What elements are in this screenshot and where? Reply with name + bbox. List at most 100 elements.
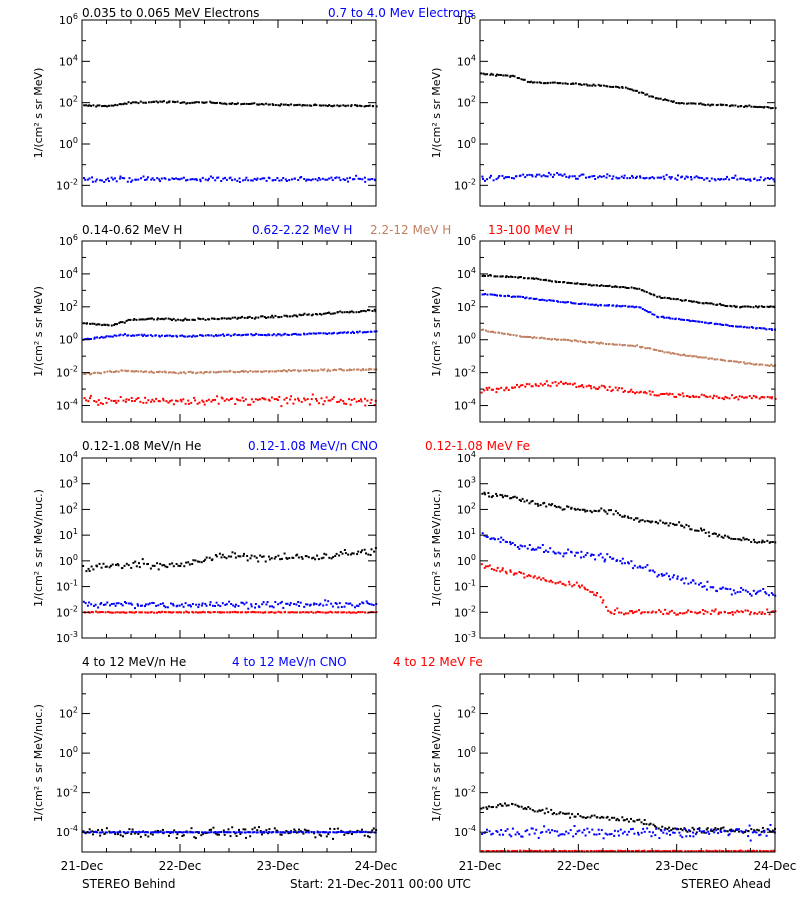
data-point	[488, 495, 491, 498]
data-point	[109, 335, 112, 338]
data-point	[692, 102, 695, 105]
data-point	[676, 298, 679, 301]
data-point	[734, 538, 737, 540]
data-point	[595, 387, 598, 390]
data-point	[254, 370, 257, 373]
data-point	[168, 563, 171, 566]
data-point	[502, 496, 504, 499]
data-point	[771, 329, 774, 331]
data-point	[657, 573, 660, 576]
data-point	[688, 829, 691, 832]
data-point	[596, 592, 599, 594]
data-point	[716, 590, 718, 593]
data-point	[237, 605, 240, 607]
data-point	[349, 310, 352, 313]
data-point	[753, 850, 756, 852]
data-point	[275, 398, 278, 401]
data-point	[83, 373, 86, 376]
data-point	[302, 369, 305, 372]
data-point	[539, 546, 542, 549]
data-point	[597, 554, 600, 557]
data-point	[487, 850, 490, 852]
data-point	[708, 535, 711, 538]
data-point	[258, 103, 261, 106]
data-point	[482, 274, 485, 277]
data-point	[598, 833, 601, 835]
data-point	[279, 833, 282, 836]
data-point	[739, 177, 742, 180]
data-point	[318, 833, 321, 836]
data-point	[748, 395, 751, 398]
data-point	[715, 395, 718, 398]
data-point	[506, 495, 509, 498]
data-point	[700, 529, 703, 532]
data-point	[293, 828, 296, 831]
data-point	[741, 305, 744, 308]
data-point	[99, 179, 102, 182]
data-point	[157, 371, 160, 374]
data-point	[523, 500, 526, 503]
data-point	[650, 95, 653, 98]
data-point	[268, 399, 271, 402]
data-point	[557, 82, 560, 85]
data-point	[549, 547, 552, 550]
y-tick-label: 10-2	[56, 604, 78, 619]
data-point	[501, 275, 504, 278]
data-point	[121, 604, 124, 607]
data-point	[314, 836, 317, 839]
data-point	[188, 611, 190, 614]
data-point	[209, 601, 212, 604]
data-point	[736, 591, 739, 594]
data-point	[196, 560, 199, 563]
data-point	[282, 103, 285, 106]
data-point	[130, 397, 133, 399]
data-point	[253, 334, 256, 336]
data-point	[351, 330, 354, 333]
data-point	[649, 521, 652, 524]
data-point	[495, 830, 498, 832]
data-point	[105, 335, 108, 338]
data-point	[540, 175, 543, 178]
data-point	[520, 805, 523, 808]
data-point	[735, 325, 737, 328]
data-point	[755, 591, 758, 594]
data-point	[299, 611, 302, 614]
data-point	[522, 572, 525, 575]
data-point	[178, 611, 181, 614]
data-point	[161, 317, 164, 320]
data-point	[489, 538, 492, 540]
data-point	[755, 305, 757, 308]
data-point	[370, 548, 373, 551]
data-point	[734, 174, 737, 177]
data-point	[257, 316, 260, 319]
data-point	[108, 611, 111, 614]
data-point	[267, 832, 270, 835]
data-point	[584, 341, 587, 344]
data-point	[758, 834, 761, 837]
data-point	[173, 178, 175, 180]
data-point	[716, 828, 719, 831]
data-point	[110, 176, 113, 179]
data-point	[123, 831, 126, 834]
data-point	[516, 849, 519, 852]
data-point	[147, 603, 150, 606]
data-point	[607, 304, 610, 306]
y-tick-label: 10-2	[56, 177, 78, 192]
data-point	[197, 317, 200, 320]
data-point	[662, 99, 665, 101]
data-point	[578, 586, 581, 589]
data-point	[539, 299, 542, 301]
data-point	[753, 541, 756, 544]
data-point	[131, 828, 134, 831]
data-point	[98, 104, 101, 107]
data-point	[164, 335, 166, 338]
data-point	[568, 580, 571, 583]
data-point	[615, 304, 618, 307]
data-point	[325, 603, 328, 606]
data-point	[764, 177, 767, 180]
data-point	[294, 332, 297, 335]
data-point	[268, 828, 271, 831]
data-point	[108, 104, 110, 107]
data-point	[163, 604, 166, 607]
data-point	[545, 299, 548, 302]
